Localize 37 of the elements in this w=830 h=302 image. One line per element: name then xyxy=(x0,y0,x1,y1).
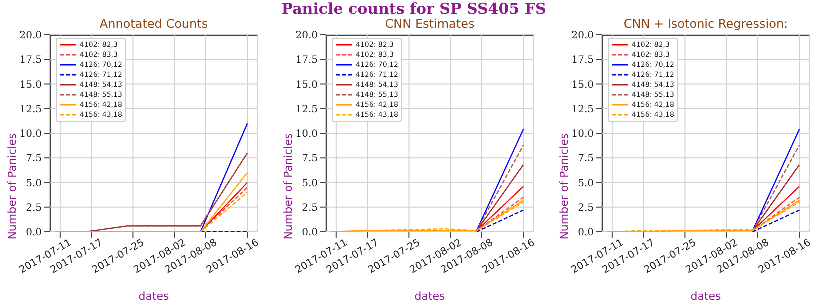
y-tick-label: 0.0 xyxy=(578,228,594,239)
y-axis-title: Number of Panicles xyxy=(6,133,19,240)
text: Panicle counts for SP SS405 FS xyxy=(280,0,548,18)
y-tick-label: 17.5 xyxy=(572,55,594,66)
y-tick-label: 20.0 xyxy=(572,30,594,42)
y-tick-label: 20.0 xyxy=(20,30,42,42)
y-tick-label: 2.5 xyxy=(578,202,594,214)
chart-title: CNN + Isotonic Regression: xyxy=(622,17,790,32)
y-tick-label: 17.5 xyxy=(20,55,42,66)
y-tick-label: 2.5 xyxy=(302,202,318,214)
x-axis-title: dates xyxy=(690,290,722,302)
y-tick-label: 10.0 xyxy=(572,129,594,140)
chart-title: CNN Estimates xyxy=(384,17,476,32)
y-tick-label: 10.0 xyxy=(296,129,318,140)
y-tick-label: 12.5 xyxy=(572,104,594,116)
y-tick-label: 10.0 xyxy=(20,129,42,140)
y-tick-label: 15.0 xyxy=(296,80,318,91)
y-tick-label: 12.5 xyxy=(296,104,318,116)
y-tick-label: 2.5 xyxy=(26,202,42,214)
x-axis-title: dates xyxy=(414,290,446,302)
y-tick-label: 7.5 xyxy=(578,154,594,165)
y-tick-label: 20.0 xyxy=(296,30,318,42)
y-tick-label: 15.0 xyxy=(20,80,42,91)
y-axis-title: Number of Panicles xyxy=(282,133,295,240)
y-tick-label: 5.0 xyxy=(26,178,42,190)
y-axis-title: Number of Panicles xyxy=(558,133,571,240)
y-tick-label: 15.0 xyxy=(572,80,594,91)
y-tick-label: 12.5 xyxy=(20,104,42,116)
y-tick-label: 7.5 xyxy=(302,154,318,165)
x-axis-title: dates xyxy=(138,290,170,302)
chart-title: Annotated Counts xyxy=(98,17,210,32)
y-tick-label: 5.0 xyxy=(302,178,318,190)
y-tick-label: 5.0 xyxy=(578,178,594,190)
y-tick-label: 0.0 xyxy=(26,228,42,239)
y-tick-label: 0.0 xyxy=(302,228,318,239)
y-tick-label: 7.5 xyxy=(26,154,42,165)
y-tick-label: 17.5 xyxy=(296,55,318,66)
